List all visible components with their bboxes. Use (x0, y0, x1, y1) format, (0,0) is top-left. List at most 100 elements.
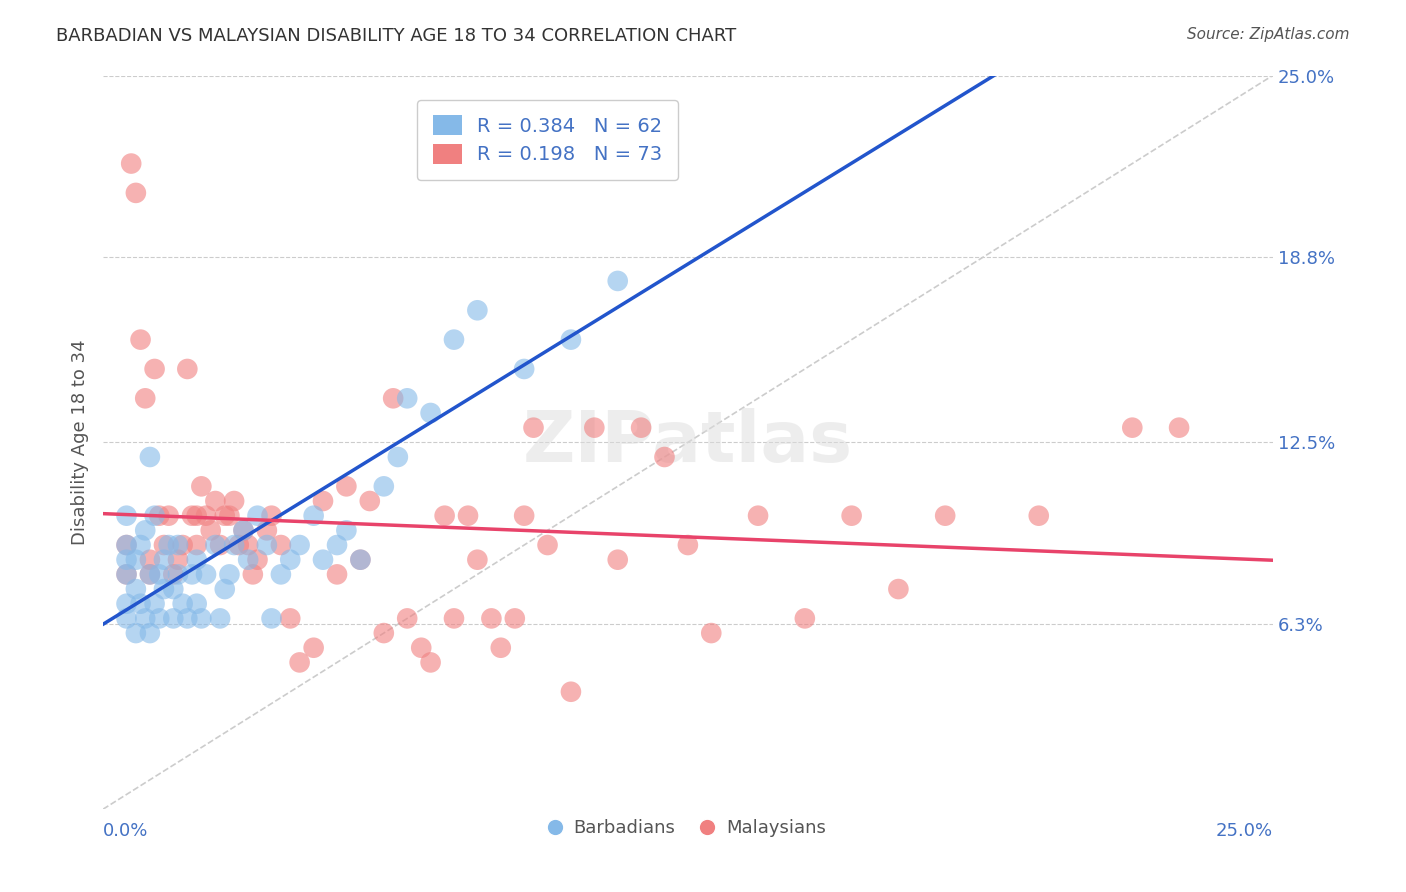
Point (467, 303, 489, 318)
Point (232, 524, 254, 538)
Point (606, 274, 628, 288)
Point (302, 640, 325, 655)
Point (129, 597, 152, 611)
Point (288, 656, 311, 670)
Text: BARBADIAN VS MALAYSIAN DISABILITY AGE 18 TO 34 CORRELATION CHART: BARBADIAN VS MALAYSIAN DISABILITY AGE 18… (56, 27, 737, 45)
Point (153, 552, 176, 566)
Point (793, 611, 815, 625)
Point (654, 450, 676, 464)
Point (115, 538, 138, 552)
Point (457, 508, 479, 523)
Point (270, 538, 292, 552)
Point (256, 538, 278, 552)
Point (195, 508, 218, 523)
Point (312, 552, 335, 566)
Point (467, 552, 489, 566)
Point (115, 597, 138, 611)
Point (443, 611, 465, 625)
Point (349, 552, 371, 566)
Point (162, 582, 184, 596)
Text: 0.0%: 0.0% (103, 822, 149, 840)
Point (246, 552, 269, 566)
Point (260, 611, 283, 625)
Point (1168, 420, 1191, 434)
Point (139, 450, 162, 464)
Point (560, 685, 582, 699)
Point (536, 538, 558, 552)
Point (115, 552, 138, 566)
Point (326, 538, 349, 552)
Point (270, 567, 292, 582)
Point (481, 611, 503, 625)
Point (841, 508, 863, 523)
Point (288, 538, 311, 552)
Point (503, 611, 526, 625)
Point (236, 538, 259, 552)
Point (373, 479, 395, 493)
Point (181, 567, 204, 582)
Point (676, 538, 699, 552)
Point (167, 567, 190, 582)
Point (209, 611, 232, 625)
Point (186, 597, 208, 611)
Point (186, 538, 208, 552)
Point (153, 538, 176, 552)
Point (125, 186, 148, 200)
Point (204, 494, 226, 508)
Point (302, 508, 325, 523)
Point (148, 567, 170, 582)
Point (214, 582, 236, 596)
Point (176, 362, 198, 376)
Point (129, 538, 152, 552)
Point (176, 611, 198, 625)
Point (419, 406, 441, 420)
Point (125, 626, 148, 640)
Point (887, 582, 910, 596)
Point (396, 611, 419, 625)
Point (256, 524, 278, 538)
Point (153, 582, 176, 596)
Point (162, 611, 184, 625)
Point (167, 538, 190, 552)
Point (115, 567, 138, 582)
Point (224, 538, 246, 552)
Point (1121, 420, 1143, 434)
Point (747, 508, 769, 523)
Point (278, 552, 301, 566)
Point (513, 508, 536, 523)
Point (190, 479, 212, 493)
Point (433, 508, 456, 523)
Text: ZIPatlas: ZIPatlas (523, 408, 853, 477)
Point (387, 450, 409, 464)
Point (148, 611, 170, 625)
Point (125, 552, 148, 566)
Point (139, 567, 162, 582)
Point (224, 494, 246, 508)
Point (143, 362, 166, 376)
Point (190, 611, 212, 625)
Point (129, 333, 152, 347)
Point (312, 494, 335, 508)
Point (349, 552, 371, 566)
Point (606, 552, 628, 566)
Point (654, 156, 676, 170)
Point (157, 538, 180, 552)
Point (1028, 508, 1050, 523)
Point (359, 494, 381, 508)
Text: Source: ZipAtlas.com: Source: ZipAtlas.com (1187, 27, 1350, 42)
Point (134, 392, 156, 406)
Point (148, 508, 170, 523)
Point (373, 626, 395, 640)
Y-axis label: Disability Age 18 to 34: Disability Age 18 to 34 (72, 340, 89, 545)
Point (326, 567, 349, 582)
Point (513, 362, 536, 376)
Point (115, 567, 138, 582)
Point (172, 597, 194, 611)
Text: 25.0%: 25.0% (1216, 822, 1272, 840)
Point (134, 611, 156, 625)
Point (335, 479, 357, 493)
Point (583, 420, 606, 434)
Point (143, 508, 166, 523)
Point (209, 538, 232, 552)
Point (186, 552, 208, 566)
